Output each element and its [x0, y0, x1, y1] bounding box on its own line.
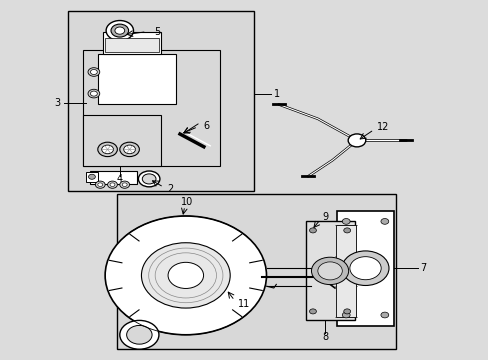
Circle shape	[90, 69, 97, 75]
Circle shape	[168, 262, 203, 288]
Circle shape	[122, 183, 127, 186]
Circle shape	[380, 312, 388, 318]
Bar	[337, 211, 393, 326]
Text: 4: 4	[117, 174, 122, 184]
Bar	[305, 221, 354, 320]
Text: 8: 8	[322, 332, 327, 342]
Text: 9: 9	[322, 212, 328, 222]
Circle shape	[90, 91, 97, 96]
Text: 2: 2	[167, 184, 173, 194]
Circle shape	[95, 181, 105, 188]
Circle shape	[115, 27, 124, 34]
Circle shape	[110, 183, 115, 186]
Circle shape	[309, 228, 316, 233]
Circle shape	[88, 68, 100, 76]
Circle shape	[126, 325, 152, 344]
Circle shape	[98, 183, 102, 186]
Bar	[105, 38, 159, 52]
Circle shape	[341, 251, 388, 285]
Bar	[98, 54, 176, 104]
Circle shape	[120, 320, 159, 349]
Bar	[335, 225, 355, 317]
Circle shape	[102, 145, 113, 154]
Circle shape	[123, 145, 135, 154]
Circle shape	[347, 134, 365, 147]
Circle shape	[311, 257, 348, 284]
Circle shape	[105, 216, 266, 335]
Circle shape	[98, 142, 117, 157]
Circle shape	[120, 142, 139, 157]
Circle shape	[138, 171, 160, 187]
Circle shape	[106, 21, 133, 41]
Text: 11: 11	[238, 299, 250, 309]
Bar	[83, 50, 220, 166]
Circle shape	[88, 174, 95, 179]
Circle shape	[343, 228, 350, 233]
Text: 6: 6	[203, 121, 209, 131]
Text: 10: 10	[181, 197, 193, 207]
Bar	[68, 11, 254, 191]
Bar	[85, 172, 98, 182]
Circle shape	[107, 181, 117, 188]
Circle shape	[342, 219, 349, 224]
Circle shape	[142, 174, 156, 184]
Bar	[117, 194, 395, 349]
Circle shape	[342, 312, 349, 318]
Text: 3: 3	[55, 98, 61, 108]
Circle shape	[317, 262, 342, 280]
Text: 12: 12	[376, 122, 388, 132]
Bar	[90, 171, 137, 184]
Circle shape	[111, 24, 128, 37]
Text: 7: 7	[420, 263, 426, 273]
Bar	[83, 115, 161, 166]
Circle shape	[141, 243, 230, 308]
Circle shape	[309, 309, 316, 314]
Bar	[102, 32, 161, 54]
Circle shape	[380, 219, 388, 224]
Text: 5: 5	[154, 27, 160, 37]
Text: 1: 1	[273, 89, 280, 99]
Circle shape	[120, 181, 129, 188]
Circle shape	[88, 89, 100, 98]
Circle shape	[349, 257, 381, 280]
Circle shape	[343, 309, 350, 314]
